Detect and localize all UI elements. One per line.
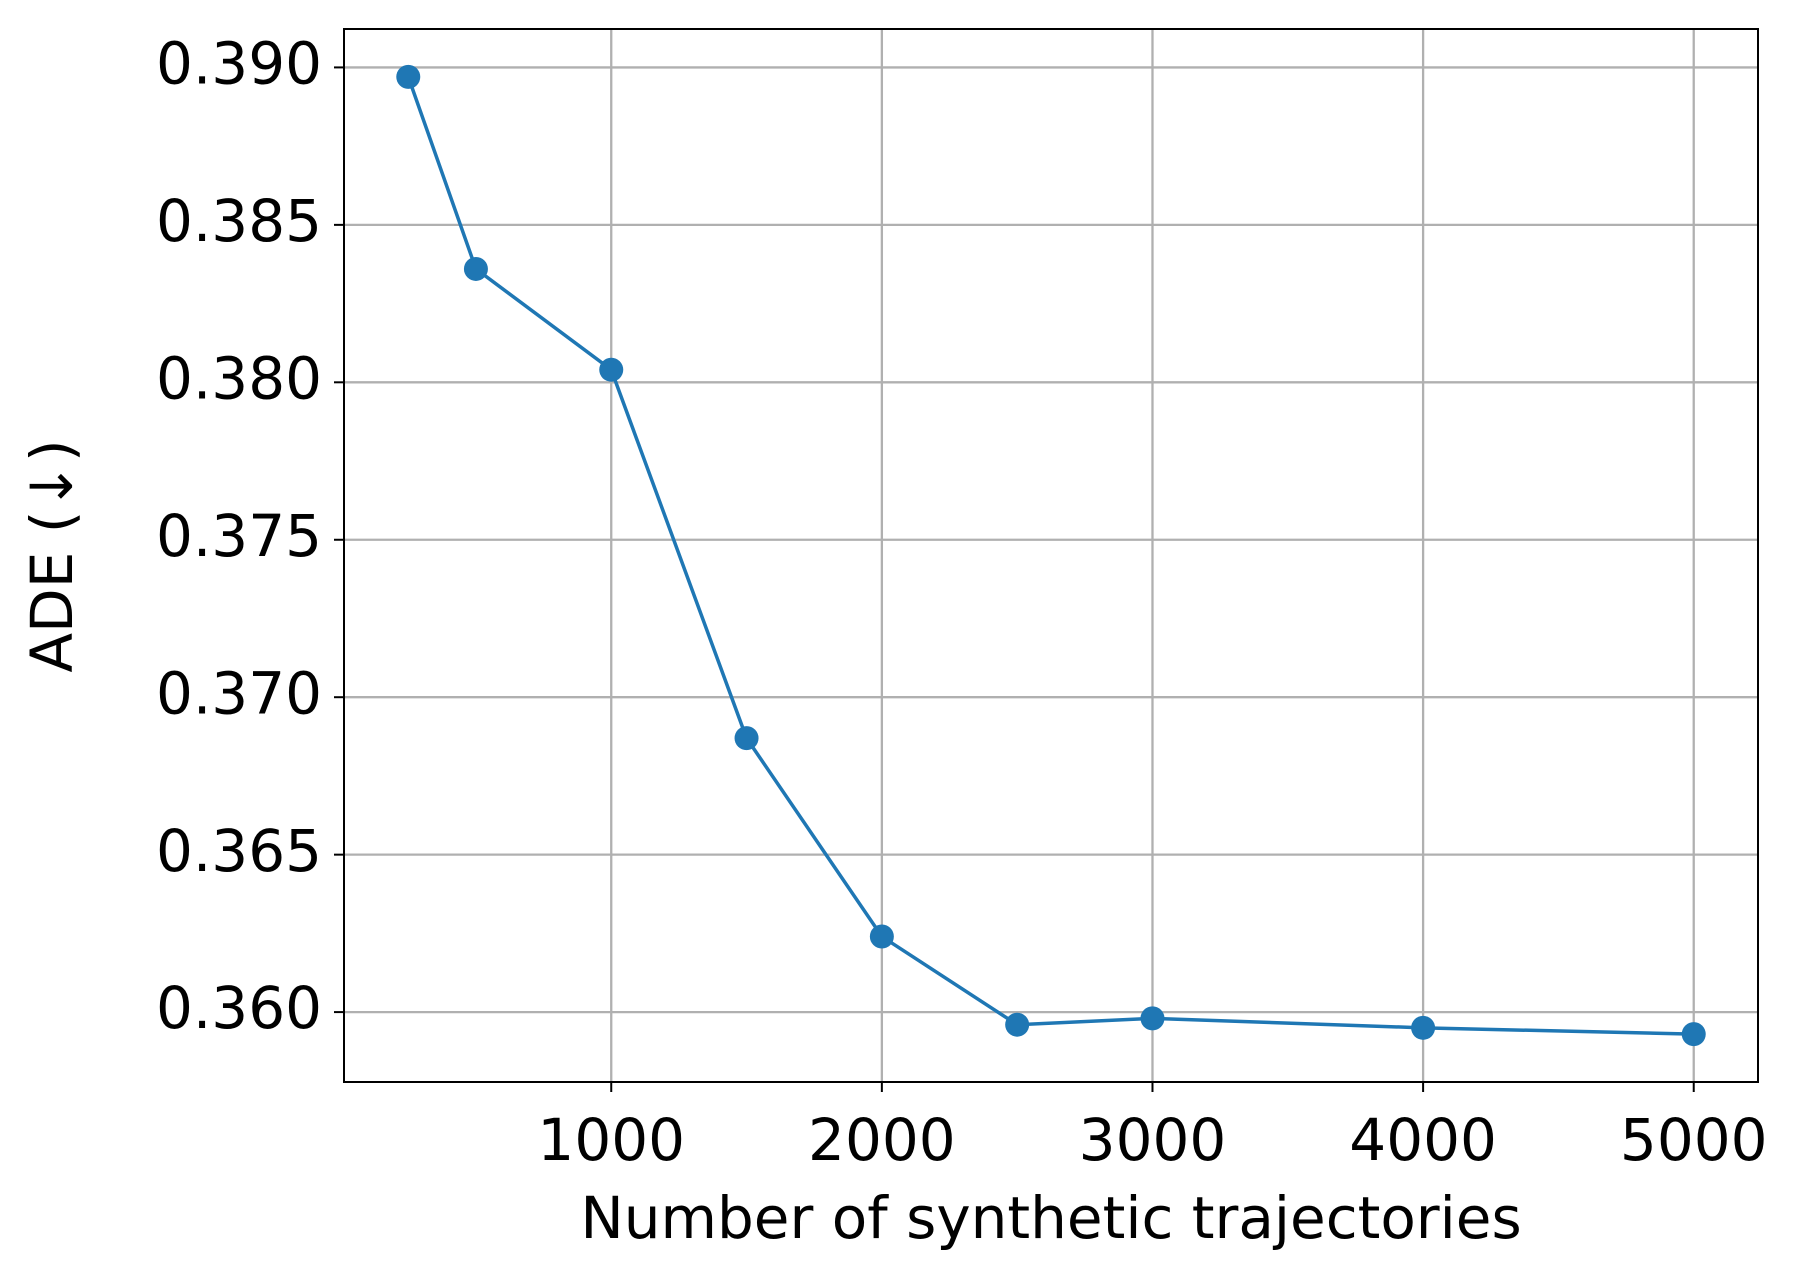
point: [1411, 1015, 1436, 1040]
x-tick-label: 3000: [1079, 1106, 1227, 1174]
x-axis-label: Number of synthetic trajectories: [580, 1184, 1521, 1252]
line: [406, 76, 1694, 1036]
point: [396, 64, 421, 89]
point: [1140, 1006, 1165, 1031]
x-tick-label: 5000: [1620, 1106, 1768, 1174]
point: [734, 726, 759, 751]
point: [599, 357, 624, 382]
x-tick-label: 4000: [1349, 1106, 1497, 1174]
x-tick-label: 1000: [537, 1106, 685, 1174]
y-axis-label: ADE (↓): [18, 439, 86, 672]
y-tick-label: 0.360: [156, 974, 322, 1042]
point: [1681, 1022, 1706, 1047]
y-tick-label: 0.365: [156, 817, 322, 885]
point: [1005, 1012, 1030, 1037]
point: [463, 256, 488, 281]
y-tick-label: 0.375: [156, 502, 322, 570]
y-tick-label: 0.380: [156, 344, 322, 412]
point: [869, 924, 894, 949]
y-tick-label: 0.370: [156, 659, 322, 727]
plot-frame: [343, 28, 1759, 1083]
x-tick-label: 2000: [808, 1106, 956, 1174]
y-tick-label: 0.390: [156, 30, 322, 98]
y-tick-label: 0.385: [156, 187, 322, 255]
